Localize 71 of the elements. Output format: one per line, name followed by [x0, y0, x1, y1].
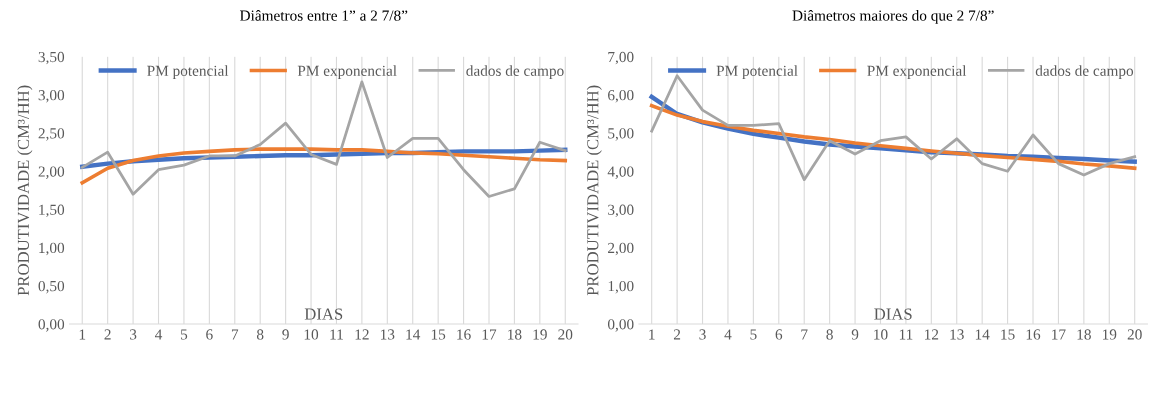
x-tick-label: 11	[330, 329, 343, 340]
legend-label: PM exponencial	[867, 65, 967, 80]
y-axis-title: PRODUTIVIDADE (CM³/HH)	[586, 85, 602, 296]
y-tick-label: 3,00	[38, 90, 65, 103]
x-tick-label: 1	[649, 329, 655, 340]
x-tick-label: 15	[1001, 329, 1015, 340]
x-tick-label: 17	[482, 329, 497, 340]
legend-label: dados de campo	[1035, 65, 1134, 80]
x-tick-label: 17	[1052, 329, 1066, 340]
y-tick-label: 0,00	[607, 319, 634, 332]
x-tick-label: 2	[673, 329, 681, 340]
line-series	[649, 103, 1137, 171]
x-tick-label: 15	[431, 329, 446, 340]
y-tick-label: 3,00	[608, 204, 634, 218]
x-tick-label: 14	[406, 329, 421, 340]
y-tick-label: 4,00	[607, 166, 634, 179]
x-axis-title: DIAS	[304, 308, 343, 320]
line-series	[80, 80, 567, 198]
y-tick-label: 1,00	[39, 242, 65, 256]
x-tick-label: 11	[899, 329, 913, 340]
x-tick-label: 8	[826, 329, 833, 340]
y-tick-label: 7,00	[608, 51, 634, 65]
x-tick-label: 3	[699, 329, 706, 340]
x-tick-label: 6	[775, 329, 783, 340]
x-tick-label: 16	[1026, 329, 1041, 340]
y-tick-label: 0,00	[38, 319, 65, 332]
x-tick-label: 2	[104, 329, 111, 340]
x-tick-label: 7	[801, 329, 808, 340]
y-tick-label: 6,00	[608, 90, 634, 103]
y-axis-title: PRODUTIVIDADE (CM³/HH)	[17, 85, 33, 296]
y-tick-label: 1,50	[39, 204, 65, 218]
x-tick-label: 19	[533, 329, 547, 340]
chart-title: Diâmetros entre 1” a 2 7/8”	[239, 9, 408, 21]
x-tick-label: 18	[1077, 329, 1091, 340]
legend-label: PM exponencial	[297, 65, 397, 80]
x-tick-label: 20	[1127, 329, 1142, 340]
x-tick-label: 1	[79, 329, 86, 340]
y-tick-label: 0,50	[38, 280, 65, 294]
x-tick-label: 14	[975, 329, 990, 340]
y-tick-label: 2,00	[608, 242, 634, 256]
x-tick-label: 9	[851, 329, 859, 340]
x-tick-label: 3	[130, 329, 137, 340]
line-series	[80, 147, 568, 185]
x-axis-title: DIAS	[874, 308, 912, 320]
x-tick-label: 12	[925, 329, 939, 340]
y-tick-label: 2,50	[38, 128, 65, 141]
x-tick-label: 6	[206, 329, 213, 340]
x-tick-label: 4	[154, 329, 163, 340]
x-tick-label: 18	[508, 329, 522, 340]
x-tick-label: 20	[558, 329, 573, 340]
x-tick-label: 12	[355, 329, 369, 340]
x-tick-label: 5	[181, 329, 188, 340]
y-tick-label: 2,00	[38, 166, 65, 179]
x-tick-label: 13	[950, 329, 964, 340]
chart-title: Diâmetros maiores do que 2 7/8”	[792, 9, 994, 24]
x-tick-label: 10	[874, 329, 888, 340]
legend-label: dados de campo	[466, 65, 564, 80]
x-tick-label: 7	[231, 329, 239, 340]
x-tick-label: 19	[1102, 329, 1117, 340]
x-tick-label: 16	[457, 329, 471, 340]
legend-label: PM potencial	[147, 65, 229, 80]
x-tick-label: 5	[750, 329, 757, 340]
x-tick-label: 8	[256, 329, 264, 340]
x-tick-label: 9	[282, 329, 289, 340]
y-tick-label: 5,00	[608, 128, 634, 141]
x-tick-label: 4	[724, 329, 732, 340]
y-tick-label: 3,50	[38, 51, 65, 65]
x-tick-label: 10	[304, 329, 319, 340]
x-tick-label: 13	[381, 329, 395, 340]
legend-label: PM potencial	[716, 65, 798, 80]
y-tick-label: 1,00	[608, 280, 634, 294]
